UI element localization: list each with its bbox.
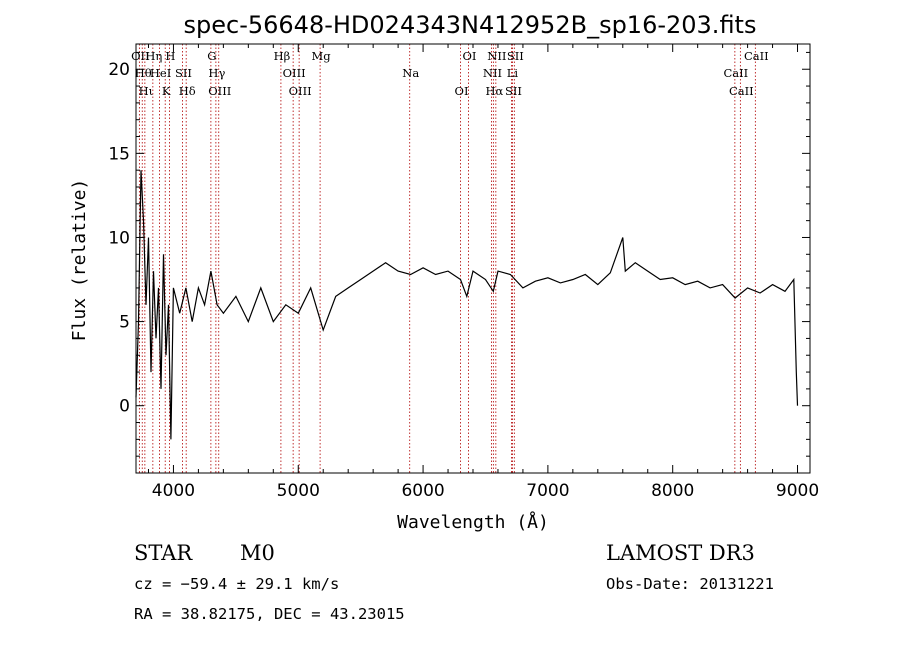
reference-line-labels: OIIHθHιHηHeIKHSIIHδGHγOIIIHβOIIIOIIIMgNa… — [131, 49, 769, 98]
reference-line-label: OIII — [289, 84, 312, 98]
spectrum-line — [135, 170, 799, 440]
x-axis-ticks: 4000 5000 6000 7000 8000 9000 — [147, 44, 819, 501]
reference-line-label: Hη — [145, 49, 162, 63]
reference-line-label: Hδ — [179, 84, 196, 98]
reference-line-label: SII — [505, 84, 522, 98]
x-tick-label: 7000 — [526, 481, 569, 501]
object-subclass: M0 — [240, 541, 275, 565]
y-tick-label: 0 — [119, 397, 130, 417]
reference-line-label: CaII — [729, 84, 754, 98]
survey-label: LAMOST DR3 — [606, 541, 755, 565]
reference-line-label: NII — [487, 49, 506, 63]
reference-line-label: NII — [483, 66, 502, 80]
x-tick-label: 9000 — [776, 481, 819, 501]
reference-lines — [138, 44, 756, 473]
reference-line-label: OI — [455, 84, 469, 98]
reference-line-label: Hι — [139, 84, 154, 98]
reference-line-label: OIII — [208, 84, 231, 98]
reference-line-label: SII — [175, 66, 192, 80]
reference-line-label: OIII — [283, 66, 306, 80]
reference-line-label: CaII — [744, 49, 769, 63]
x-tick-label: 8000 — [651, 481, 694, 501]
reference-line-label: Hγ — [208, 66, 225, 80]
y-tick-label: 10 — [108, 228, 130, 248]
x-axis-label: Wavelength (Å) — [397, 511, 549, 533]
reference-line-label: HeI — [150, 66, 171, 80]
reference-line-label: CaII — [723, 66, 748, 80]
reference-line-label: G — [207, 49, 216, 63]
reference-line-label: Hβ — [274, 49, 291, 63]
redshift-value: cz = −59.4 ± 29.1 km/s — [134, 575, 339, 593]
reference-line-label: Li — [507, 66, 519, 80]
coordinates: RA = 38.82175, DEC = 43.23015 — [134, 605, 405, 623]
reference-line-label: Hα — [485, 84, 503, 98]
y-tick-label: 15 — [108, 144, 130, 164]
x-tick-label: 5000 — [277, 481, 320, 501]
x-tick-label: 6000 — [401, 481, 444, 501]
chart-title: spec-56648-HD024343N412952B_sp16-203.fit… — [184, 11, 757, 39]
y-tick-label: 5 — [119, 313, 130, 333]
y-axis-ticks: 0 5 10 15 20 — [108, 51, 810, 457]
x-tick-label: 4000 — [152, 481, 195, 501]
reference-line-label: H — [165, 49, 175, 63]
reference-line-label: OI — [463, 49, 477, 63]
reference-line-label: Mg — [312, 49, 332, 63]
object-class: STAR — [134, 541, 193, 565]
observation-date: Obs-Date: 20131221 — [606, 575, 774, 593]
reference-line-label: Na — [402, 66, 419, 80]
reference-line-label: K — [162, 84, 171, 98]
y-tick-label: 20 — [108, 60, 130, 80]
y-axis-label: Flux (relative) — [69, 179, 90, 342]
reference-line-label: SII — [507, 49, 524, 63]
